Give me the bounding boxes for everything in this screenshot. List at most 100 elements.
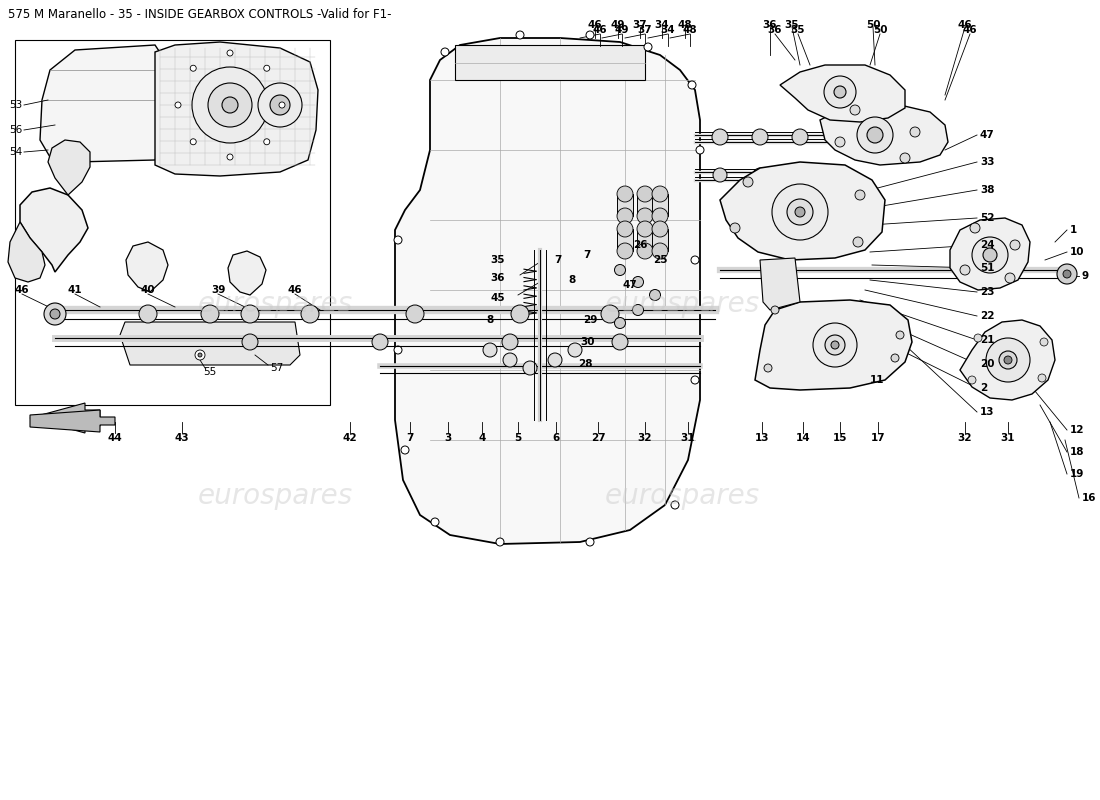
Circle shape — [615, 318, 626, 329]
Bar — [652, 194, 668, 216]
Text: 28: 28 — [578, 359, 592, 369]
Circle shape — [691, 376, 698, 384]
Text: 41: 41 — [68, 285, 82, 295]
Bar — [455, 45, 645, 80]
Text: 32: 32 — [638, 433, 652, 443]
Polygon shape — [120, 322, 300, 365]
Circle shape — [824, 76, 856, 108]
Circle shape — [483, 343, 497, 357]
Text: 34: 34 — [661, 25, 675, 35]
Circle shape — [175, 102, 182, 108]
Text: 46: 46 — [288, 285, 302, 295]
Circle shape — [1038, 374, 1046, 382]
Circle shape — [394, 346, 402, 354]
Text: 24: 24 — [980, 240, 994, 250]
Text: 48: 48 — [683, 25, 697, 35]
Circle shape — [512, 305, 529, 323]
Polygon shape — [950, 218, 1030, 290]
Text: 42: 42 — [343, 433, 358, 443]
Text: 56: 56 — [9, 125, 22, 135]
Circle shape — [900, 153, 910, 163]
Circle shape — [190, 138, 196, 145]
Circle shape — [813, 323, 857, 367]
Text: 53: 53 — [9, 100, 22, 110]
Text: 26: 26 — [632, 240, 647, 250]
Text: 25: 25 — [652, 255, 668, 265]
Text: 47: 47 — [980, 130, 994, 140]
Circle shape — [139, 305, 157, 323]
Circle shape — [830, 341, 839, 349]
Text: 46: 46 — [593, 25, 607, 35]
Text: 46: 46 — [958, 20, 972, 30]
Circle shape — [652, 243, 668, 259]
Circle shape — [586, 538, 594, 546]
Text: 44: 44 — [108, 433, 122, 443]
Circle shape — [855, 190, 865, 200]
Circle shape — [406, 305, 424, 323]
Circle shape — [835, 137, 845, 147]
Circle shape — [227, 50, 233, 56]
Bar — [617, 229, 632, 251]
Circle shape — [999, 351, 1018, 369]
Text: 3: 3 — [444, 433, 452, 443]
Text: 34: 34 — [654, 20, 669, 30]
Circle shape — [986, 338, 1030, 382]
Bar — [15, 40, 330, 405]
Circle shape — [441, 48, 449, 56]
Circle shape — [910, 127, 920, 137]
Circle shape — [548, 353, 562, 367]
Circle shape — [1040, 338, 1048, 346]
Polygon shape — [48, 140, 90, 195]
Circle shape — [502, 334, 518, 350]
Text: 575 M Maranello - 35 - INSIDE GEARBOX CONTROLS -Valid for F1-: 575 M Maranello - 35 - INSIDE GEARBOX CO… — [8, 8, 392, 21]
Text: 37: 37 — [638, 25, 652, 35]
Text: 38: 38 — [980, 185, 994, 195]
Text: 4: 4 — [478, 433, 486, 443]
Circle shape — [652, 186, 668, 202]
Circle shape — [615, 265, 626, 275]
Polygon shape — [155, 42, 318, 176]
Circle shape — [754, 168, 767, 182]
Circle shape — [612, 334, 628, 350]
Text: 12: 12 — [1070, 425, 1085, 435]
Text: 13: 13 — [755, 433, 769, 443]
Text: 8: 8 — [486, 315, 494, 325]
Circle shape — [264, 138, 270, 145]
Circle shape — [258, 83, 303, 127]
Circle shape — [850, 105, 860, 115]
Text: 35: 35 — [791, 25, 805, 35]
Circle shape — [50, 309, 60, 319]
Circle shape — [394, 236, 402, 244]
Text: 37: 37 — [632, 20, 647, 30]
Text: 57: 57 — [270, 363, 284, 373]
Text: 6: 6 — [552, 433, 560, 443]
Polygon shape — [960, 320, 1055, 400]
Circle shape — [786, 199, 813, 225]
Circle shape — [1004, 356, 1012, 364]
Circle shape — [637, 186, 653, 202]
Circle shape — [712, 129, 728, 145]
Polygon shape — [8, 222, 45, 282]
Circle shape — [891, 354, 899, 362]
Text: 40: 40 — [141, 285, 155, 295]
Text: 29: 29 — [583, 315, 597, 325]
Circle shape — [372, 334, 388, 350]
Text: 8: 8 — [569, 275, 575, 285]
Text: 43: 43 — [175, 433, 189, 443]
Circle shape — [195, 350, 205, 360]
Circle shape — [402, 446, 409, 454]
Circle shape — [279, 102, 285, 108]
Text: 18: 18 — [1070, 447, 1085, 457]
Text: 27: 27 — [591, 433, 605, 443]
Circle shape — [852, 237, 864, 247]
Text: 54: 54 — [9, 147, 22, 157]
Text: 19: 19 — [1070, 469, 1085, 479]
Circle shape — [586, 31, 594, 39]
Text: 36: 36 — [762, 20, 778, 30]
Circle shape — [1057, 264, 1077, 284]
Circle shape — [772, 184, 828, 240]
Text: 7: 7 — [583, 250, 591, 260]
Text: 55: 55 — [204, 367, 217, 377]
Circle shape — [617, 243, 632, 259]
Circle shape — [1010, 240, 1020, 250]
